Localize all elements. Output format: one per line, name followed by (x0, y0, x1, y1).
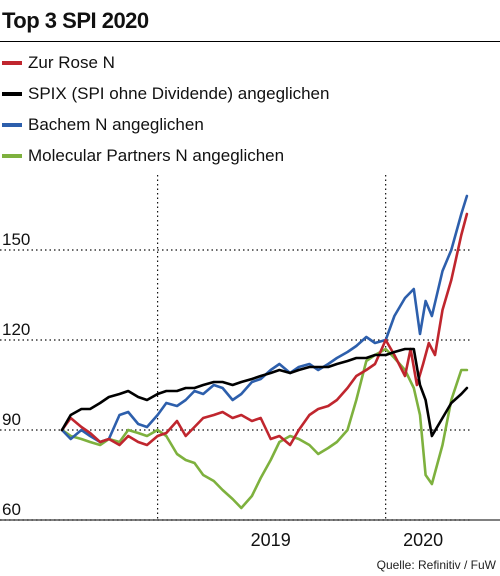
y-tick-label: 150 (2, 230, 30, 249)
legend-swatch (2, 61, 22, 65)
series-line (60, 347, 469, 510)
legend-label: Molecular Partners N angeglichen (28, 146, 285, 165)
y-tick-label: 90 (2, 410, 21, 429)
chart-title: Top 3 SPI 2020 (2, 8, 149, 33)
x-tick-label: 2020 (403, 530, 443, 550)
y-tick-label: 60 (2, 500, 21, 519)
series-line (60, 194, 469, 444)
series-line (60, 212, 469, 447)
legend-label: SPIX (SPI ohne Dividende) angeglichen (28, 84, 330, 103)
legend-label: Bachem N angeglichen (28, 115, 204, 134)
legend-swatch (2, 154, 22, 158)
legend-label: Zur Rose N (28, 53, 115, 72)
source-note: Quelle: Refinitiv / FuW (376, 558, 496, 572)
title-divider (0, 41, 500, 42)
x-tick-label: 2019 (251, 530, 291, 550)
grid (0, 175, 470, 521)
legend-swatch (2, 123, 22, 127)
series-line (60, 347, 469, 438)
series-lines (60, 194, 469, 510)
axes: 60 90 120 150 2019 2020 (0, 230, 500, 550)
legend-swatch (2, 92, 22, 96)
y-tick-label: 120 (2, 320, 30, 339)
